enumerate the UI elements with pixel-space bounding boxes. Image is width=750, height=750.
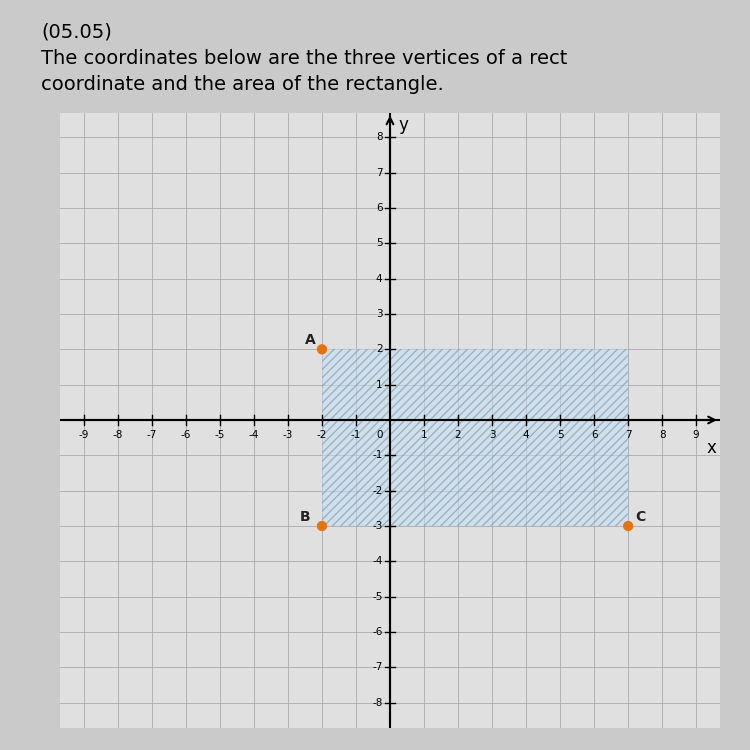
Text: 6: 6 xyxy=(376,203,382,213)
Text: -5: -5 xyxy=(372,592,382,602)
Text: (05.05): (05.05) xyxy=(41,22,112,41)
Text: 1: 1 xyxy=(421,430,428,440)
Point xyxy=(316,520,328,532)
Text: 8: 8 xyxy=(658,430,665,440)
Text: -8: -8 xyxy=(112,430,123,440)
Text: 0: 0 xyxy=(376,430,382,440)
Text: -8: -8 xyxy=(372,698,382,708)
Text: -3: -3 xyxy=(283,430,293,440)
Text: C: C xyxy=(635,510,645,524)
Text: 1: 1 xyxy=(376,380,382,390)
Text: -4: -4 xyxy=(372,556,382,566)
Text: -9: -9 xyxy=(79,430,89,440)
Text: x: x xyxy=(706,440,716,458)
Text: 9: 9 xyxy=(693,430,700,440)
Point xyxy=(316,344,328,355)
Text: coordinate and the area of the rectangle.: coordinate and the area of the rectangle… xyxy=(41,75,444,94)
Text: -7: -7 xyxy=(147,430,157,440)
Text: -6: -6 xyxy=(372,627,382,637)
Bar xyxy=(322,350,628,526)
Text: 2: 2 xyxy=(454,430,461,440)
Text: 6: 6 xyxy=(591,430,598,440)
Text: -5: -5 xyxy=(214,430,225,440)
Text: The coordinates below are the three vertices of a rect: The coordinates below are the three vert… xyxy=(41,49,568,68)
Text: 7: 7 xyxy=(625,430,632,440)
Text: B: B xyxy=(300,510,310,524)
Text: -2: -2 xyxy=(372,486,382,496)
Bar xyxy=(322,350,628,526)
Text: 5: 5 xyxy=(376,238,382,248)
Text: y: y xyxy=(398,116,409,134)
Text: 3: 3 xyxy=(489,430,495,440)
Text: -4: -4 xyxy=(249,430,259,440)
Point xyxy=(622,520,634,532)
Text: 8: 8 xyxy=(376,132,382,142)
Text: 4: 4 xyxy=(376,274,382,284)
Text: -2: -2 xyxy=(316,430,327,440)
Text: 4: 4 xyxy=(523,430,530,440)
Text: -7: -7 xyxy=(372,662,382,673)
Text: -1: -1 xyxy=(372,450,382,460)
Text: A: A xyxy=(305,333,316,347)
Text: 2: 2 xyxy=(376,344,382,354)
Text: -3: -3 xyxy=(372,521,382,531)
Text: -6: -6 xyxy=(181,430,191,440)
Text: 7: 7 xyxy=(376,167,382,178)
Text: 5: 5 xyxy=(556,430,563,440)
Text: -1: -1 xyxy=(351,430,361,440)
Text: 3: 3 xyxy=(376,309,382,319)
